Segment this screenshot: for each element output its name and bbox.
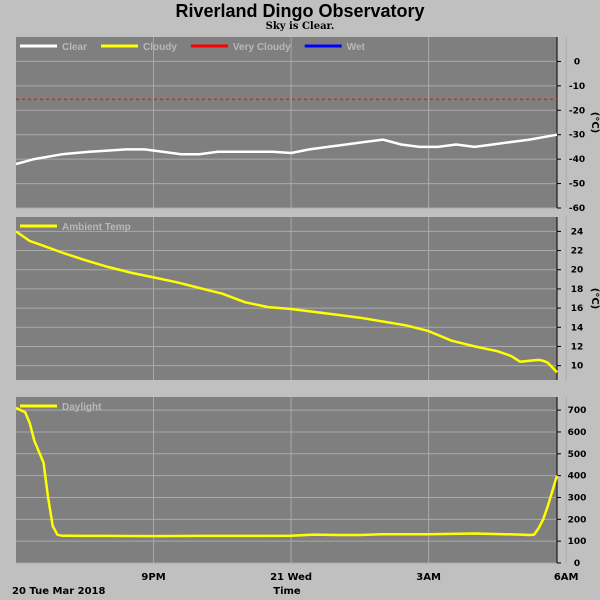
sky-legend-label: Cloudy xyxy=(143,42,177,53)
ambient-ytick-label: 10 xyxy=(571,362,584,372)
x-axis-title: Time xyxy=(273,586,301,597)
ambient-ytick-label: 22 xyxy=(571,247,584,257)
daylight-ytick-label: 100 xyxy=(568,537,587,547)
daylight-series-line xyxy=(15,406,559,538)
daylight-ytick-label: 300 xyxy=(568,493,587,503)
sky-series-line xyxy=(15,133,558,166)
chart-title: Riverland Dingo Observatory xyxy=(175,1,425,21)
sky-legend-label: Very Cloudy xyxy=(233,42,291,53)
daylight-ytick-label: 400 xyxy=(568,472,587,482)
ambient-panel: 24 22 20 18 16 14 12 10 (°C) Ambient Temp xyxy=(15,217,600,380)
daylight-panel: 700 600 500 400 300 200 100 0 Daylight xyxy=(15,397,587,569)
daylight-ytick-label: 600 xyxy=(568,428,587,438)
ambient-ytick-label: 16 xyxy=(571,304,584,314)
sky-ytick-label: -60 xyxy=(569,204,585,214)
daylight-ytick-label: 200 xyxy=(568,515,587,525)
x-tick-label: 3AM xyxy=(416,572,441,583)
sky-ylabel: (°C) xyxy=(589,112,600,133)
daylight-ytick-label: 500 xyxy=(568,450,587,460)
sky-legend-label: Clear xyxy=(62,42,87,53)
sky-ytick-label: -30 xyxy=(569,131,585,141)
x-tick-label: 21 Wed xyxy=(270,572,312,583)
sky-plot-area xyxy=(16,37,557,208)
daylight-plot-area xyxy=(16,397,557,563)
ambient-plot-area xyxy=(16,217,557,380)
sky-panel: 0 -10 -20 -30 -40 -50 -60 (°C) Clear Cloudy Very C… xyxy=(15,37,600,214)
x-tick-label: 9PM xyxy=(141,572,165,583)
ambient-ylabel: (°C) xyxy=(589,288,600,309)
daylight-legend-label: Daylight xyxy=(62,402,102,413)
ambient-series-line xyxy=(15,230,558,374)
sky-ytick-label: -10 xyxy=(569,82,585,92)
daylight-ytick-label: 0 xyxy=(574,559,580,569)
x-tick-label: 6AM xyxy=(554,572,579,583)
daylight-ytick-label: 700 xyxy=(568,406,587,416)
ambient-ytick-label: 14 xyxy=(571,323,584,333)
sky-status: Sky is Clear. xyxy=(265,21,335,32)
ambient-legend-label: Ambient Temp xyxy=(62,222,131,233)
ambient-ytick-label: 20 xyxy=(571,266,584,276)
ambient-ytick-label: 24 xyxy=(571,227,584,237)
date-label: 20 Tue Mar 2018 xyxy=(12,586,105,597)
ambient-ytick-label: 12 xyxy=(571,342,584,352)
sky-ytick-label: -40 xyxy=(569,155,585,165)
sky-ytick-label: -50 xyxy=(569,180,585,190)
sky-legend-label: Wet xyxy=(347,42,366,53)
ambient-ytick-label: 18 xyxy=(571,285,584,295)
sky-ytick-label: -20 xyxy=(569,106,585,116)
sky-ytick-label: 0 xyxy=(574,57,580,67)
